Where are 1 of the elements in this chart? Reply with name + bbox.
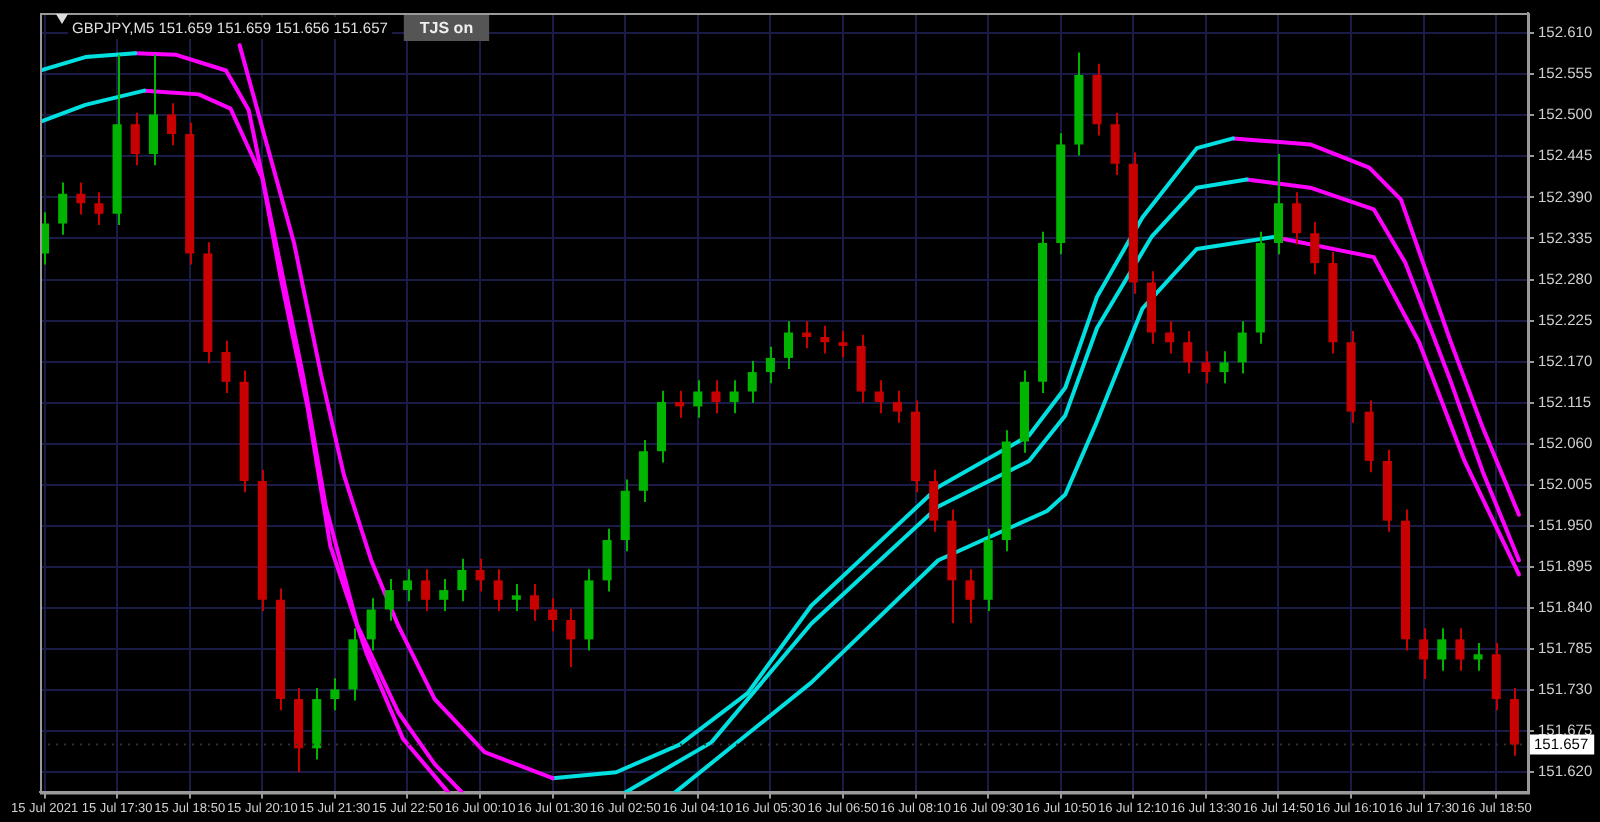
annotation: TJS on [419,19,474,38]
